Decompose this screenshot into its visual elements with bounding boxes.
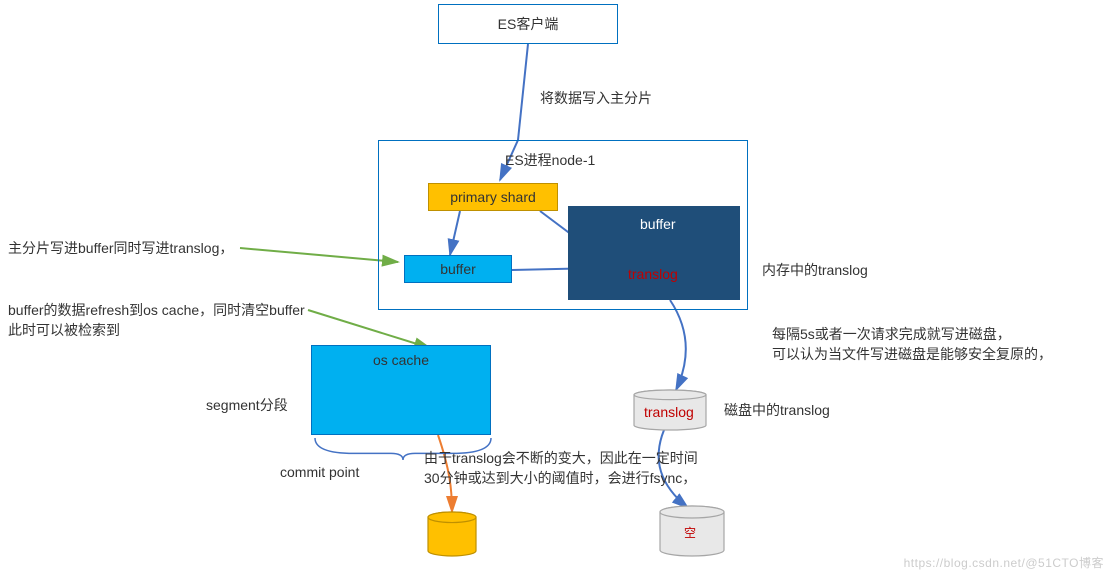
note-buffer-translog: 主分片写进buffer同时写进translog，: [8, 238, 233, 258]
write-primary-label: 将数据写入主分片: [540, 88, 652, 108]
es-client-label: ES客户端: [498, 14, 559, 34]
translog-mem-to-disk: [670, 300, 686, 390]
note1-green: [240, 248, 398, 262]
buffer-label: buffer: [440, 261, 476, 277]
primary-shard-box: primary shard: [428, 183, 558, 211]
empty-label: 空: [684, 524, 696, 541]
commit-point-label: commit point: [280, 464, 359, 480]
buffer-to-oscache-green: [308, 310, 430, 348]
fsync-note-line2: 30分钟或达到大小的阈值时，会进行fsync，: [424, 468, 696, 488]
commit-disk-cylinder: [428, 512, 476, 556]
translog-disk-label: translog: [644, 404, 694, 420]
note-refresh-line2: 此时可以被检索到: [8, 320, 120, 340]
segment-label: segment分段: [206, 395, 288, 415]
note-5s-line2: 可以认为当文件写进磁盘是能够安全复原的，: [772, 344, 1052, 364]
disk-translog-note: 磁盘中的translog: [724, 400, 830, 420]
os-cache-box: os cache: [311, 345, 491, 435]
note-5s-line1: 每隔5s或者一次请求完成就写进磁盘，: [772, 324, 1011, 344]
watermark: https://blog.csdn.net/@51CTO博客: [904, 554, 1104, 571]
es-client-box: ES客户端: [438, 4, 618, 44]
buffer-box: buffer: [404, 255, 512, 283]
fsync-note-line1: 由于translog会不断的变大，因此在一定时间: [424, 448, 698, 468]
primary-shard-label: primary shard: [450, 189, 536, 205]
os-cache-label: os cache: [373, 352, 429, 368]
note-refresh-line1: buffer的数据refresh到os cache，同时清空buffer: [8, 300, 305, 320]
node-title: ES进程node-1: [505, 150, 595, 170]
memory-translog-note: 内存中的translog: [762, 260, 868, 280]
buffer-right-label: buffer: [640, 216, 676, 232]
translog-mem-label: translog: [628, 266, 678, 282]
